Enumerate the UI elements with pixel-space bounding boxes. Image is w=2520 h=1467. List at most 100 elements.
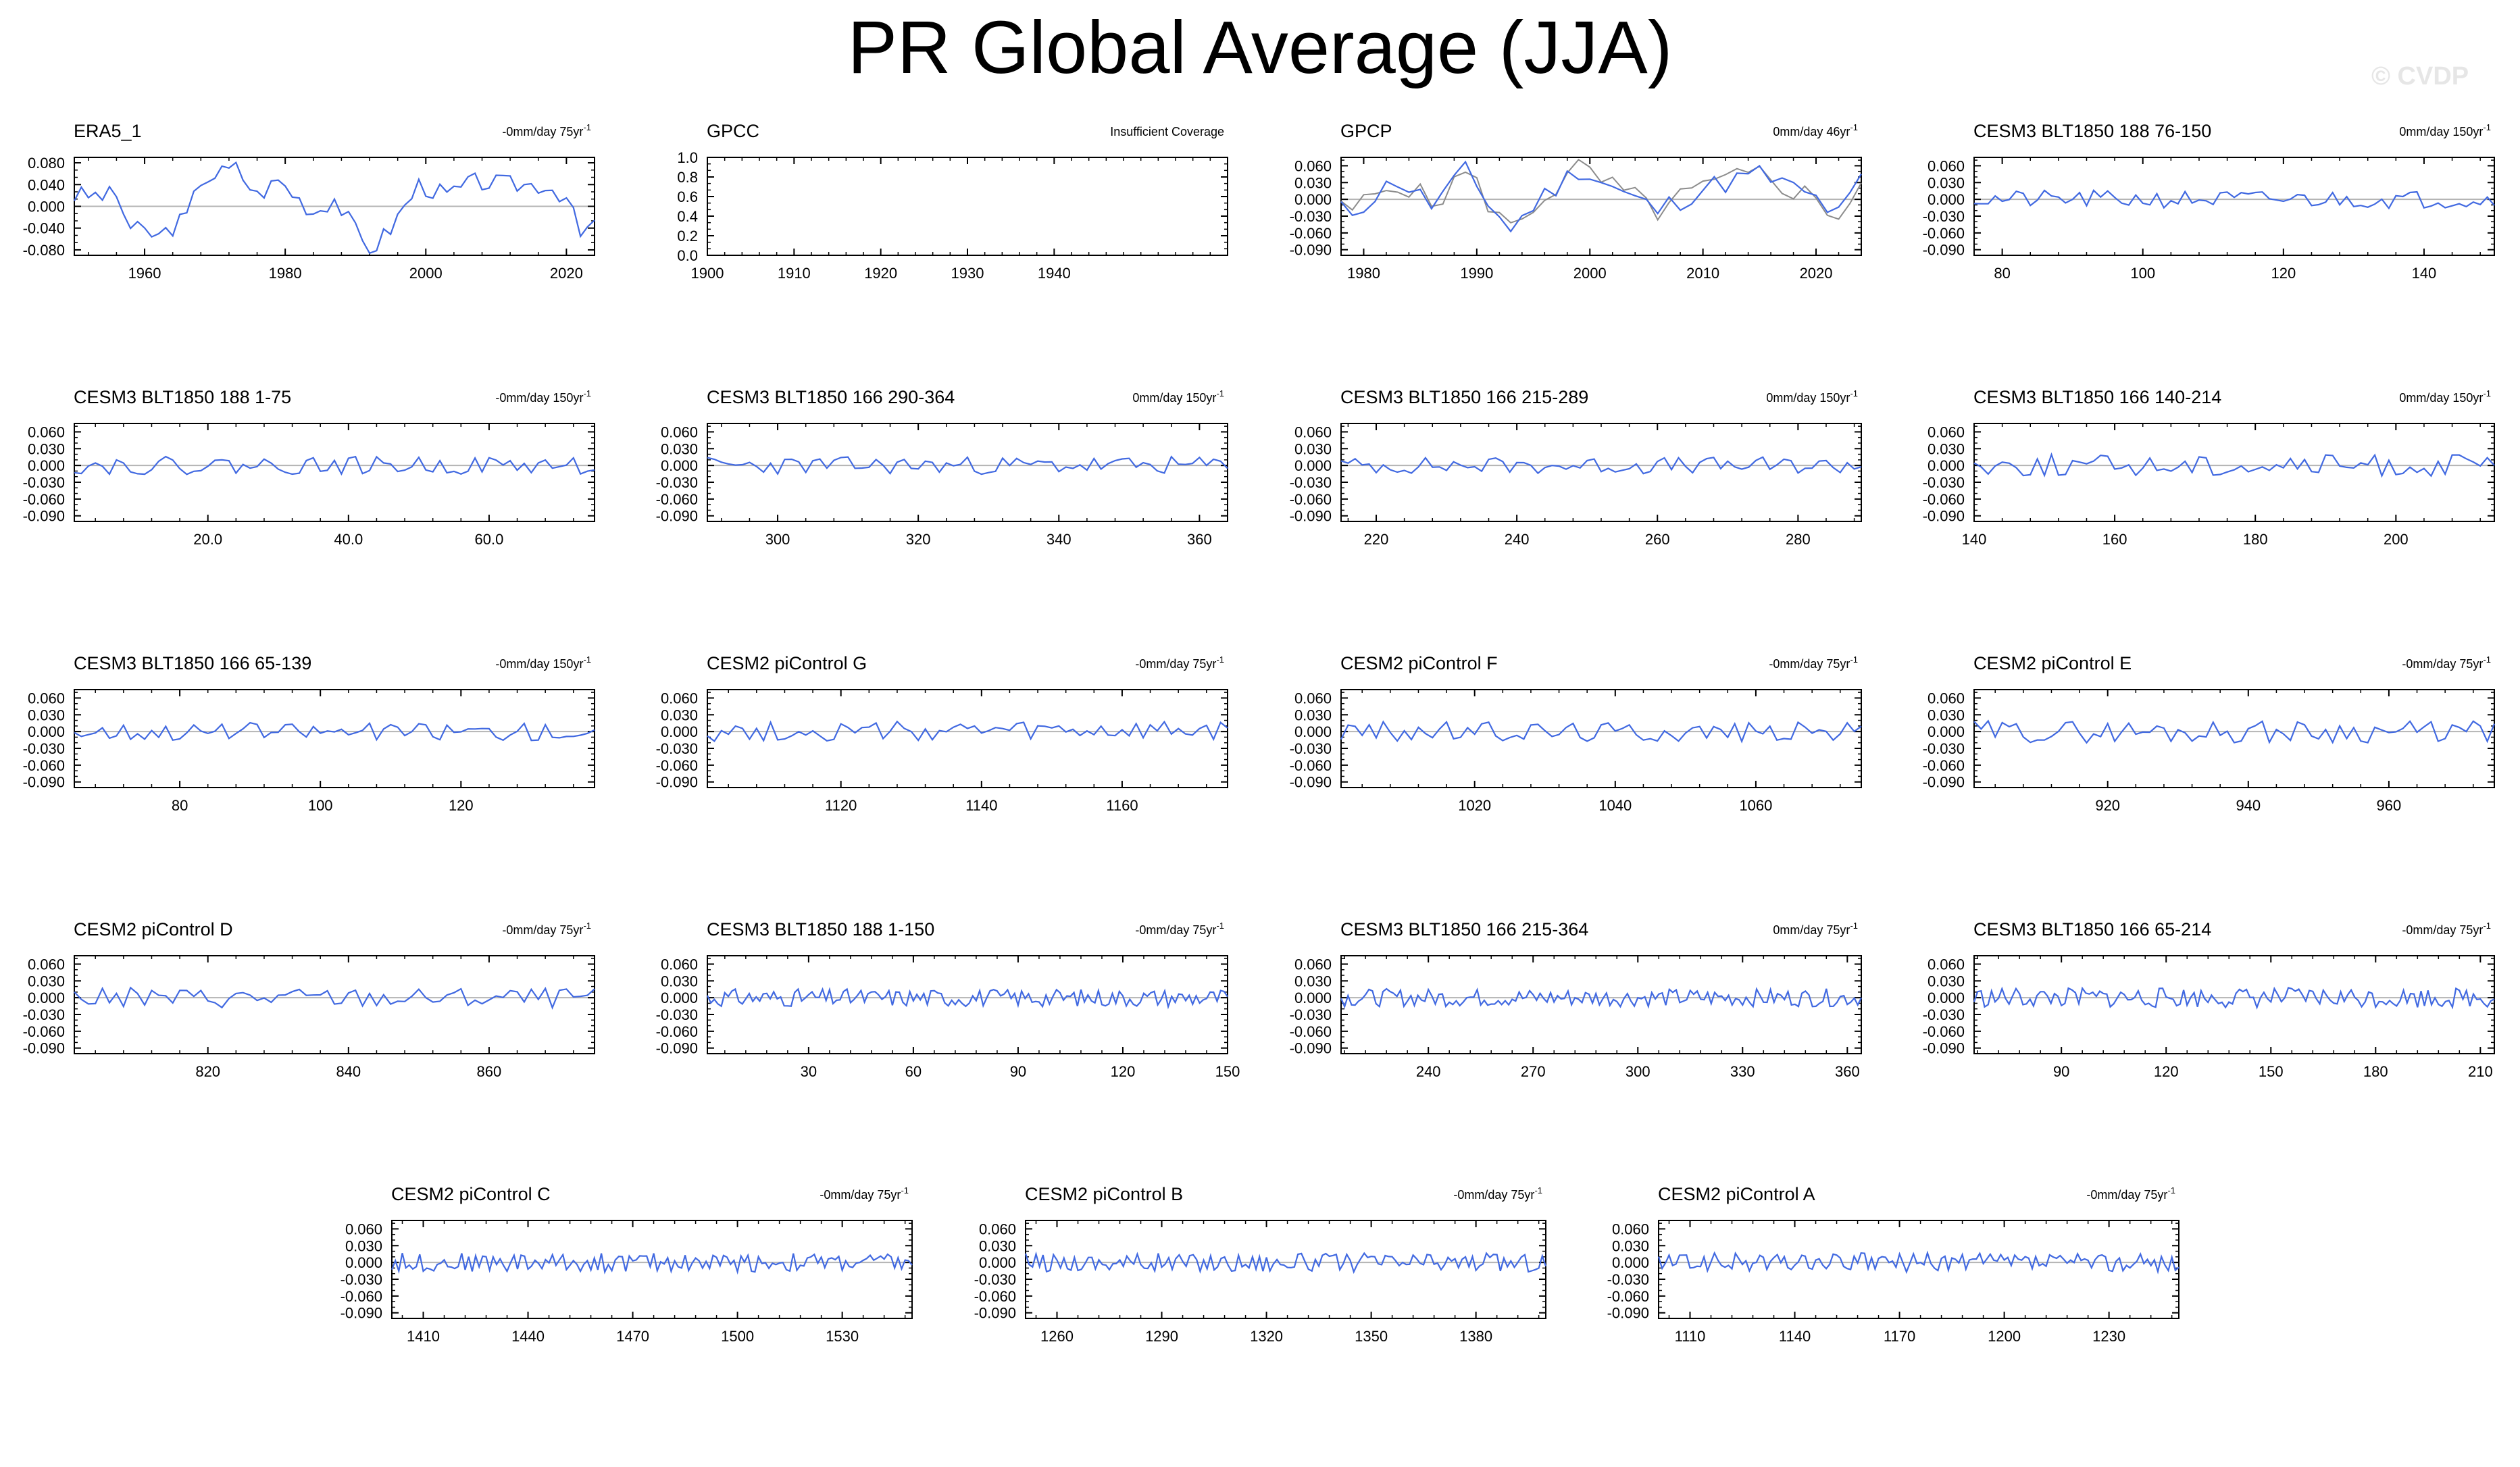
panel-trend: Insufficient Coverage <box>1110 125 1224 138</box>
y-tick-label: -0.060 <box>1290 491 1332 508</box>
y-tick-label: 0.060 <box>28 423 65 440</box>
panel-title: CESM3 BLT1850 166 290-364 <box>707 387 955 407</box>
y-tick-label: 0.030 <box>661 973 698 989</box>
panel-title: CESM3 BLT1850 166 65-139 <box>74 653 311 673</box>
series-line <box>74 721 595 742</box>
trend-superscript: -1 <box>1216 654 1224 665</box>
panel-9: CESM3 BLT1850 166 65-139 -0mm/day 150yr-1… <box>23 653 595 814</box>
y-tick-label: 0.030 <box>1294 174 1332 191</box>
y-tick-label: -0.060 <box>1923 225 1965 242</box>
x-tick-label: 1470 <box>616 1328 649 1345</box>
y-tick-label: 0.060 <box>1612 1220 1649 1237</box>
y-tick-label: 0.060 <box>1294 956 1332 973</box>
x-tick-label: 840 <box>336 1063 361 1080</box>
panel-title: CESM3 BLT1850 166 215-364 <box>1340 919 1588 940</box>
panel-title: GPCP <box>1340 121 1392 141</box>
y-tick-label: -0.030 <box>23 474 65 491</box>
panel-trend: -0mm/day 75yr-1 <box>2402 654 2491 671</box>
y-tick-label: 0.000 <box>1927 457 1965 474</box>
y-tick-label: 0.060 <box>1927 956 1965 973</box>
y-tick-label: -0.060 <box>1923 1023 1965 1040</box>
trend-superscript: -1 <box>1850 921 1858 931</box>
trend-superscript: -1 <box>1216 388 1224 398</box>
y-tick-label: -0.090 <box>1923 1040 1965 1057</box>
panel-17: CESM2 piControl C -0mm/day 75yr-10.0600.0… <box>341 1184 913 1345</box>
x-tick-label: 2000 <box>1573 265 1607 282</box>
panel-trend: -0mm/day 150yr-1 <box>495 654 591 671</box>
y-tick-label: 0.060 <box>661 956 698 973</box>
series-line <box>707 455 1228 475</box>
y-tick-label: 0.030 <box>1927 174 1965 191</box>
y-tick-label: 0.8 <box>677 169 698 186</box>
panel-frame <box>1340 955 1862 1054</box>
y-tick-label: -0.090 <box>1923 508 1965 525</box>
y-tick-label: 0.4 <box>677 208 698 225</box>
x-tick-label: 1160 <box>1106 797 1138 814</box>
x-tick-label: 1350 <box>1355 1328 1388 1345</box>
x-tick-label: 1140 <box>965 797 997 814</box>
x-tick-label: 30 <box>801 1063 817 1080</box>
y-tick-label: -0.060 <box>974 1288 1016 1305</box>
y-tick-label: 0.060 <box>1294 423 1332 440</box>
x-tick-label: 1290 <box>1145 1328 1178 1345</box>
y-tick-label: 0.6 <box>677 188 698 205</box>
page-title: PR Global Average (JJA) <box>847 6 1673 89</box>
panel-13: CESM2 piControl D -0mm/day 75yr-10.0600.0… <box>23 919 595 1080</box>
y-tick-label: -0.090 <box>656 1040 698 1057</box>
x-tick-label: 120 <box>449 797 474 814</box>
y-tick-label: -0.060 <box>1923 757 1965 774</box>
series-line <box>74 986 595 1010</box>
y-tick-label: -0.030 <box>656 1006 698 1023</box>
panel-trend: 0mm/day 75yr-1 <box>1773 921 1858 937</box>
y-tick-label: 0.000 <box>1927 191 1965 208</box>
panel-title: ERA5_1 <box>74 121 142 141</box>
y-tick-label: -0.030 <box>1923 1006 1965 1023</box>
y-tick-label: 0.030 <box>1294 973 1332 989</box>
x-tick-label: 300 <box>1626 1063 1650 1080</box>
x-tick-label: 210 <box>2468 1063 2493 1080</box>
y-tick-label: 0.000 <box>28 199 65 215</box>
x-tick-label: 220 <box>1364 531 1389 548</box>
y-tick-label: -0.090 <box>656 774 698 791</box>
y-tick-label: 0.030 <box>28 973 65 989</box>
y-tick-label: 0.030 <box>1927 440 1965 457</box>
series-line <box>1024 1251 1547 1275</box>
y-tick-label: 0.060 <box>1927 157 1965 174</box>
panel-5: CESM3 BLT1850 188 1-75 -0mm/day 150yr-1 0.… <box>23 387 595 548</box>
cvdp-watermark: © CVDP <box>2371 62 2469 91</box>
panel-trend: 0mm/day 150yr-1 <box>2399 122 2491 138</box>
y-tick-label: 0.060 <box>28 956 65 973</box>
panel-title: CESM3 BLT1850 166 140-214 <box>1973 387 2221 407</box>
x-tick-label: 1120 <box>825 797 857 814</box>
y-tick-label: -0.090 <box>23 1040 65 1057</box>
y-tick-label: -0.030 <box>1290 1006 1332 1023</box>
y-tick-label: -0.060 <box>656 491 698 508</box>
y-tick-label: 0.000 <box>345 1254 382 1271</box>
x-tick-label: 1380 <box>1459 1328 1492 1345</box>
trend-superscript: -1 <box>583 122 591 132</box>
y-tick-label: 0.060 <box>1927 423 1965 440</box>
y-tick-label: 0.000 <box>28 723 65 740</box>
x-tick-label: 1020 <box>1458 797 1491 814</box>
y-tick-label: 0.000 <box>28 989 65 1006</box>
x-tick-label: 1200 <box>1988 1328 2021 1345</box>
y-tick-label: -0.090 <box>1290 508 1332 525</box>
y-tick-label: -0.090 <box>1607 1305 1649 1322</box>
y-tick-label: -0.030 <box>23 740 65 757</box>
panel-title: CESM2 piControl E <box>1973 653 2132 673</box>
x-tick-label: 1260 <box>1040 1328 1074 1345</box>
trend-superscript: -1 <box>2483 122 2491 132</box>
x-tick-label: 1140 <box>1779 1328 1811 1345</box>
panel-title: CESM3 BLT1850 166 65-214 <box>1973 919 2211 940</box>
x-tick-label: 1060 <box>1739 797 1772 814</box>
panel-trend: -0mm/day 75yr-1 <box>1135 921 1224 937</box>
panel-frame <box>1025 1220 1546 1319</box>
panel-trend: -0mm/day 75yr-1 <box>1453 1185 1542 1202</box>
y-tick-label: 0.000 <box>1612 1254 1649 1271</box>
y-tick-label: -0.060 <box>1923 491 1965 508</box>
series-line <box>1973 719 2496 744</box>
y-tick-label: 1.0 <box>677 149 698 166</box>
y-tick-label: 0.030 <box>28 706 65 723</box>
x-tick-label: 140 <box>1962 531 1987 548</box>
y-tick-label: -0.060 <box>1607 1288 1649 1305</box>
